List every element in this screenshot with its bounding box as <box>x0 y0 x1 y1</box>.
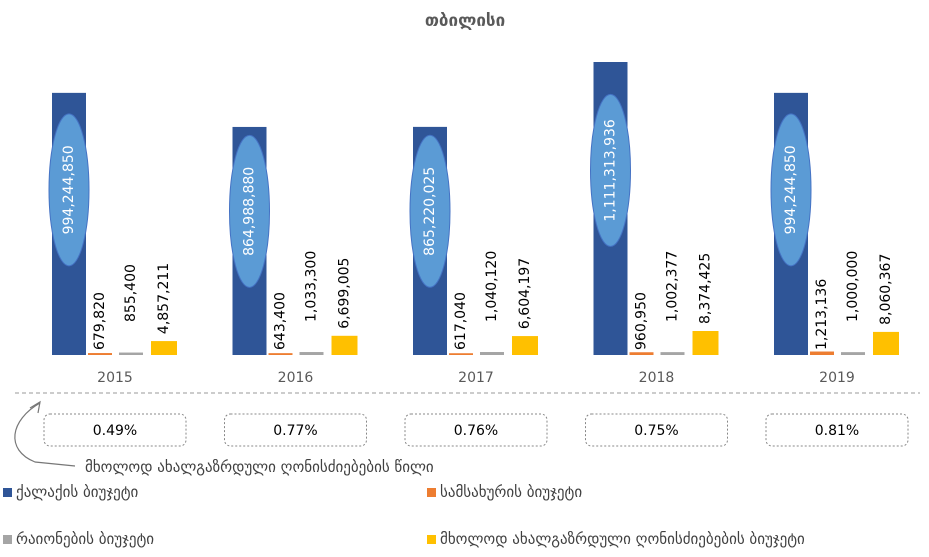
bar <box>692 331 719 355</box>
legend-label: მხოლოდ ახალგაზრდული ღონისძიებების ბიუჯეტ… <box>440 530 805 548</box>
bar <box>268 353 293 355</box>
chart-title: თბილისი <box>425 11 505 31</box>
curve-arrow <box>14 402 76 467</box>
data-label: 1,002,377 <box>665 251 681 322</box>
share-value: 0.49% <box>93 423 137 439</box>
data-label: 855,400 <box>123 264 139 322</box>
data-label: 1,033,300 <box>304 251 320 322</box>
label-bubble <box>770 113 812 267</box>
legend-swatch <box>427 535 436 544</box>
bar <box>299 352 324 355</box>
share-box <box>404 413 548 447</box>
share-value: 0.77% <box>273 423 317 439</box>
data-label: 994,244,850 <box>61 145 77 234</box>
share-box <box>765 413 909 447</box>
bar <box>512 336 538 355</box>
bar <box>629 352 654 355</box>
data-label: 1,111,313,936 <box>603 119 619 222</box>
data-label: 994,244,850 <box>783 145 799 234</box>
data-label: 6,604,197 <box>517 258 533 329</box>
legend-label: ქალაქის ბიუჯეტი <box>16 483 139 501</box>
share-value: 0.81% <box>815 423 859 439</box>
data-label: 4,857,211 <box>156 263 172 334</box>
share-value: 0.76% <box>454 423 498 439</box>
label-bubble <box>229 134 270 288</box>
bar <box>331 335 358 355</box>
data-label: 8,060,367 <box>878 254 894 325</box>
share-box <box>585 413 728 447</box>
arrow-head <box>29 400 41 414</box>
legend-swatch <box>427 488 436 497</box>
bar <box>873 331 899 355</box>
x-tick-label: 2015 <box>97 370 133 386</box>
x-tick-label: 2016 <box>278 370 314 386</box>
bar <box>151 341 177 355</box>
bar <box>660 352 685 355</box>
data-label: 643,400 <box>273 292 289 350</box>
bar <box>88 353 112 355</box>
label-bubble <box>48 113 90 267</box>
bar <box>480 352 504 355</box>
legend-swatch <box>3 535 12 544</box>
share-box <box>224 413 367 447</box>
share-box <box>43 413 187 447</box>
data-label: 1,040,120 <box>484 251 500 322</box>
data-label: 6,699,005 <box>337 258 353 329</box>
x-tick-label: 2019 <box>819 370 855 386</box>
share-label: მხოლოდ ახალგაზრდული ღონისძიებების წილი <box>85 458 434 476</box>
data-label: 865,220,025 <box>422 167 438 256</box>
x-tick-label: 2017 <box>458 370 494 386</box>
legend-label: სამსახურის ბიუჯეტი <box>440 483 582 501</box>
data-label: 1,000,000 <box>845 251 861 322</box>
share-value: 0.75% <box>634 423 678 439</box>
data-label: 1,213,136 <box>814 279 830 350</box>
bar <box>449 353 473 355</box>
x-tick-label: 2018 <box>639 370 675 386</box>
data-label: 679,820 <box>92 292 108 350</box>
bar <box>841 352 865 355</box>
legend-swatch <box>3 488 12 497</box>
bar <box>119 352 143 355</box>
bar <box>810 351 834 355</box>
legend-label: რაიონების ბიუჯეტი <box>16 530 154 548</box>
label-bubble <box>590 93 631 247</box>
data-label: 864,988,880 <box>242 167 258 256</box>
label-bubble <box>409 134 451 288</box>
data-label: 960,950 <box>634 292 650 350</box>
data-label: 617,040 <box>453 292 469 350</box>
data-label: 8,374,425 <box>698 253 714 324</box>
